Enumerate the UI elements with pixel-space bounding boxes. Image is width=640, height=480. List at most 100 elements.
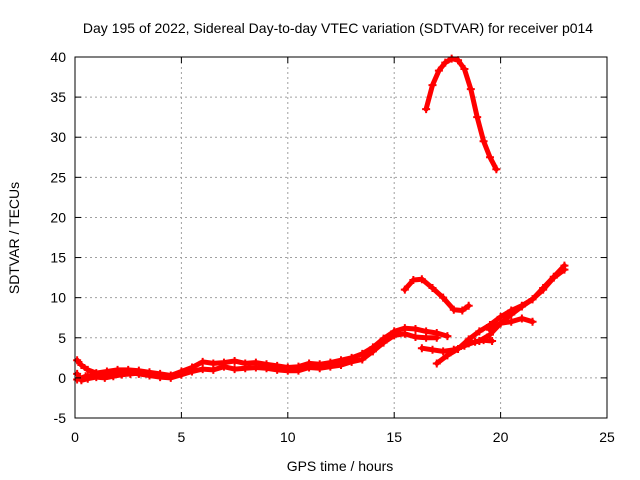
data-point bbox=[117, 370, 126, 379]
data-point bbox=[241, 359, 250, 368]
data-point bbox=[411, 332, 420, 341]
data-point bbox=[447, 54, 456, 63]
data-point bbox=[273, 361, 282, 370]
data-point bbox=[77, 376, 86, 385]
data-point bbox=[109, 372, 118, 381]
data-point bbox=[492, 165, 501, 174]
plot-frame bbox=[74, 56, 608, 419]
data-point bbox=[83, 374, 92, 383]
data-point bbox=[230, 357, 239, 366]
data-point bbox=[473, 113, 482, 122]
series-track-late-3 bbox=[466, 267, 567, 346]
data-point bbox=[283, 363, 292, 372]
data-point bbox=[443, 332, 452, 341]
data-point bbox=[358, 349, 367, 358]
data-point bbox=[539, 285, 548, 294]
data-point bbox=[443, 351, 452, 360]
data-point bbox=[517, 314, 526, 323]
x-tick-label: 20 bbox=[493, 429, 509, 445]
data-point bbox=[439, 347, 448, 356]
data-point bbox=[326, 358, 335, 367]
data-point bbox=[347, 353, 356, 362]
data-point bbox=[560, 265, 569, 274]
data-point bbox=[485, 153, 494, 162]
y-tick-label: 20 bbox=[50, 209, 66, 225]
y-tick-label: 5 bbox=[58, 330, 66, 346]
data-point bbox=[422, 327, 431, 336]
data-point bbox=[177, 367, 186, 376]
y-tick-label: -5 bbox=[54, 410, 67, 426]
x-tick-label: 5 bbox=[178, 429, 186, 445]
series-track-hump bbox=[402, 276, 472, 313]
data-point bbox=[379, 334, 388, 343]
series-layer bbox=[73, 54, 569, 385]
data-point bbox=[102, 367, 111, 376]
data-point bbox=[549, 273, 558, 282]
data-point bbox=[230, 365, 239, 374]
data-point bbox=[428, 81, 437, 90]
data-point bbox=[409, 276, 418, 285]
data-point bbox=[166, 371, 175, 380]
data-point bbox=[454, 345, 463, 354]
data-point bbox=[113, 365, 122, 374]
data-point bbox=[262, 360, 271, 369]
data-point bbox=[294, 362, 303, 371]
y-tick-label: 30 bbox=[50, 129, 66, 145]
data-point bbox=[428, 284, 437, 293]
data-point bbox=[479, 137, 488, 146]
data-point bbox=[485, 325, 494, 334]
data-point bbox=[77, 361, 86, 370]
x-tick-label: 10 bbox=[280, 429, 296, 445]
data-point bbox=[411, 324, 420, 333]
chart-title: Day 195 of 2022, Sidereal Day-to-day VTE… bbox=[83, 20, 593, 36]
data-point bbox=[432, 328, 441, 337]
data-point bbox=[449, 305, 458, 314]
data-point bbox=[428, 345, 437, 354]
data-point bbox=[528, 317, 537, 326]
y-tick-label: 15 bbox=[50, 250, 66, 266]
data-point bbox=[83, 365, 92, 374]
data-point bbox=[439, 293, 448, 302]
data-point bbox=[73, 356, 82, 365]
x-tick-label: 0 bbox=[71, 429, 79, 445]
data-point bbox=[126, 369, 135, 378]
data-point bbox=[475, 336, 484, 345]
data-point bbox=[458, 306, 467, 315]
data-point bbox=[464, 339, 473, 348]
data-point bbox=[417, 275, 426, 284]
data-point bbox=[528, 295, 537, 304]
data-point bbox=[496, 319, 505, 328]
data-point bbox=[454, 56, 463, 65]
data-point bbox=[400, 324, 409, 333]
x-tick-label: 25 bbox=[599, 429, 615, 445]
y-tick-label: 0 bbox=[58, 370, 66, 386]
data-point bbox=[100, 373, 109, 382]
data-point bbox=[145, 368, 154, 377]
data-point bbox=[390, 327, 399, 336]
y-tick-label: 10 bbox=[50, 290, 66, 306]
data-point bbox=[466, 85, 475, 94]
data-point bbox=[156, 369, 165, 378]
data-point bbox=[475, 327, 484, 336]
data-point bbox=[507, 310, 516, 319]
data-point bbox=[434, 66, 443, 75]
y-tick-label: 35 bbox=[50, 89, 66, 105]
grid-layer bbox=[75, 57, 607, 418]
data-point bbox=[517, 302, 526, 311]
data-point bbox=[417, 344, 426, 353]
data-point bbox=[209, 359, 218, 368]
data-point bbox=[219, 358, 228, 367]
data-point bbox=[488, 336, 497, 345]
data-point bbox=[441, 58, 450, 67]
data-point bbox=[368, 343, 377, 352]
data-point bbox=[188, 363, 197, 372]
y-tick-label: 25 bbox=[50, 169, 66, 185]
data-point bbox=[305, 359, 314, 368]
data-point bbox=[337, 356, 345, 365]
data-point bbox=[92, 373, 101, 382]
y-tick-label: 40 bbox=[50, 49, 66, 65]
data-point bbox=[464, 301, 473, 310]
data-point bbox=[422, 105, 431, 114]
